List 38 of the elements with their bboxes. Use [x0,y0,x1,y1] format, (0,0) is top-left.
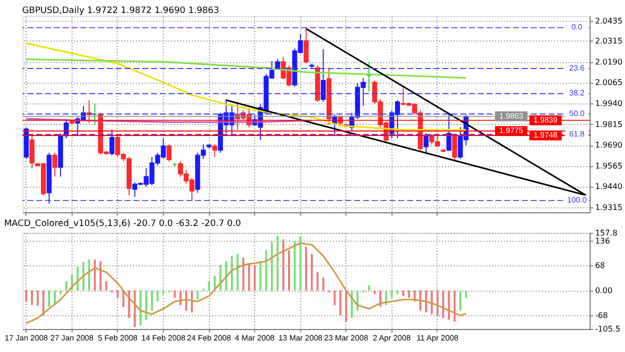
x-tick-label: 11 Apr 2008 [416,333,459,342]
x-tick-label: 23 Mar 2008 [324,333,369,342]
y-tick-label: 157.8 [595,228,618,238]
x-tick-label: 14 Feb 2008 [141,333,186,342]
y-tick-label: 1.9565 [595,161,622,170]
ref-line-label: 1.9863 [499,111,524,120]
y-tick-label: 1.9690 [595,140,622,150]
chart-title: GBPUSD,Daily 1.9722 1.9872 1.9690 1.9863 [22,6,220,16]
x-tick-label: 24 Feb 2008 [187,333,232,342]
y-tick-label: 2.0435 [595,16,622,26]
y-tick-label: 1.9940 [595,98,622,108]
x-tick-label: 17 Jan 2008 [4,333,48,342]
y-tick-label: -68 [595,310,608,320]
y-tick-label: 2.0065 [595,78,622,88]
annotation: 38.2 [569,88,585,98]
ref-line-label: 1.9775 [499,126,524,135]
annotation: 100.0 [567,195,588,204]
y-tick-label: 1.9440 [595,182,622,192]
y-tick-label: 1.9815 [595,120,622,129]
x-tick-label: 4 Mar 2008 [234,333,276,342]
ref-line-label: 1.9748 [534,130,558,140]
y-tick-label: 68 [595,261,606,270]
y-tick-label: 2.0315 [595,36,622,46]
y-tick-label: 1.9315 [595,203,622,212]
annotation: 61.8 [569,129,586,138]
x-tick-label: 13 Mar 2008 [278,333,324,342]
annotation: 50.0 [569,108,586,118]
ref-line-label: 1.9839 [534,115,558,124]
x-tick-label: 2 Apr 2008 [372,333,412,342]
y-tick-label: 2.0190 [595,57,622,66]
annotation: 23.6 [569,63,586,72]
y-tick-label: -105.5 [595,324,620,334]
y-tick-label: 136 [595,236,610,246]
y-tick-label: 0.00 [595,286,613,295]
annotation: 0.0 [571,22,584,32]
x-tick-label: 27 Jan 2008 [50,333,94,342]
chart-title: MACD_Colored_v105(5,13,6) -20.7 0.0 -63.2 -20.7 0.0 [4,219,242,229]
x-tick-label: 5 Feb 2008 [98,333,138,342]
